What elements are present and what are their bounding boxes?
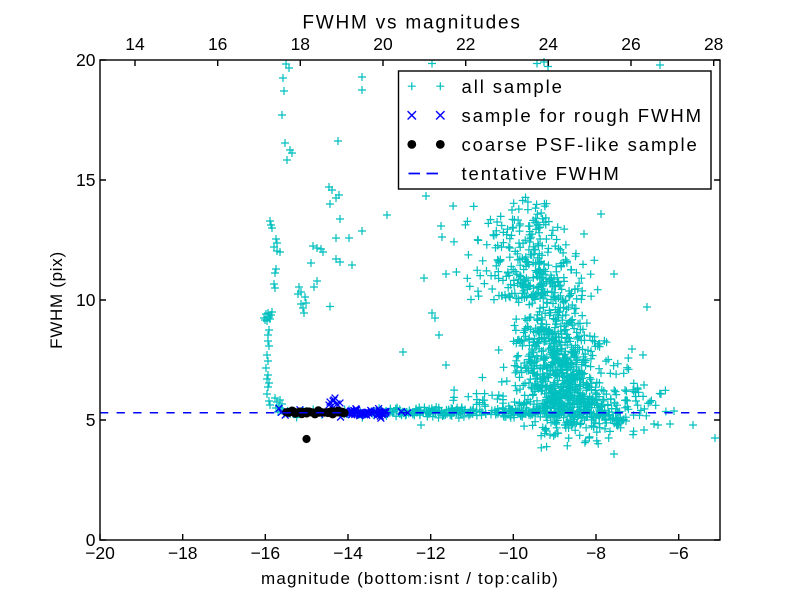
- svg-text:5: 5: [86, 410, 96, 430]
- svg-text:−20: −20: [85, 543, 115, 563]
- svg-text:10: 10: [76, 290, 96, 310]
- svg-text:FWHM vs magnitudes: FWHM vs magnitudes: [302, 13, 521, 34]
- svg-text:−16: −16: [250, 543, 280, 563]
- svg-text:−6: −6: [669, 543, 689, 563]
- svg-text:28: 28: [704, 34, 723, 54]
- svg-text:sample for rough FWHM: sample for rough FWHM: [462, 105, 703, 126]
- svg-text:14: 14: [125, 34, 145, 54]
- svg-text:20: 20: [373, 34, 393, 54]
- svg-text:magnitude (bottom:isnt / top:c: magnitude (bottom:isnt / top:calib): [261, 569, 559, 588]
- svg-text:26: 26: [621, 34, 640, 54]
- svg-text:−12: −12: [416, 543, 446, 563]
- svg-text:18: 18: [291, 34, 310, 54]
- svg-text:−10: −10: [498, 543, 528, 563]
- svg-text:all sample: all sample: [462, 76, 564, 97]
- svg-text:−18: −18: [168, 543, 198, 563]
- svg-text:24: 24: [539, 34, 559, 54]
- svg-text:20: 20: [76, 50, 96, 70]
- svg-text:FWHM (pix): FWHM (pix): [47, 251, 66, 349]
- svg-text:tentative FWHM: tentative FWHM: [462, 163, 621, 184]
- svg-text:0: 0: [86, 530, 96, 550]
- svg-text:−8: −8: [586, 543, 606, 563]
- svg-text:−14: −14: [333, 543, 363, 563]
- svg-text:22: 22: [456, 34, 475, 54]
- svg-text:16: 16: [208, 34, 227, 54]
- svg-text:coarse PSF-like sample: coarse PSF-like sample: [462, 134, 699, 155]
- svg-text:15: 15: [76, 170, 95, 190]
